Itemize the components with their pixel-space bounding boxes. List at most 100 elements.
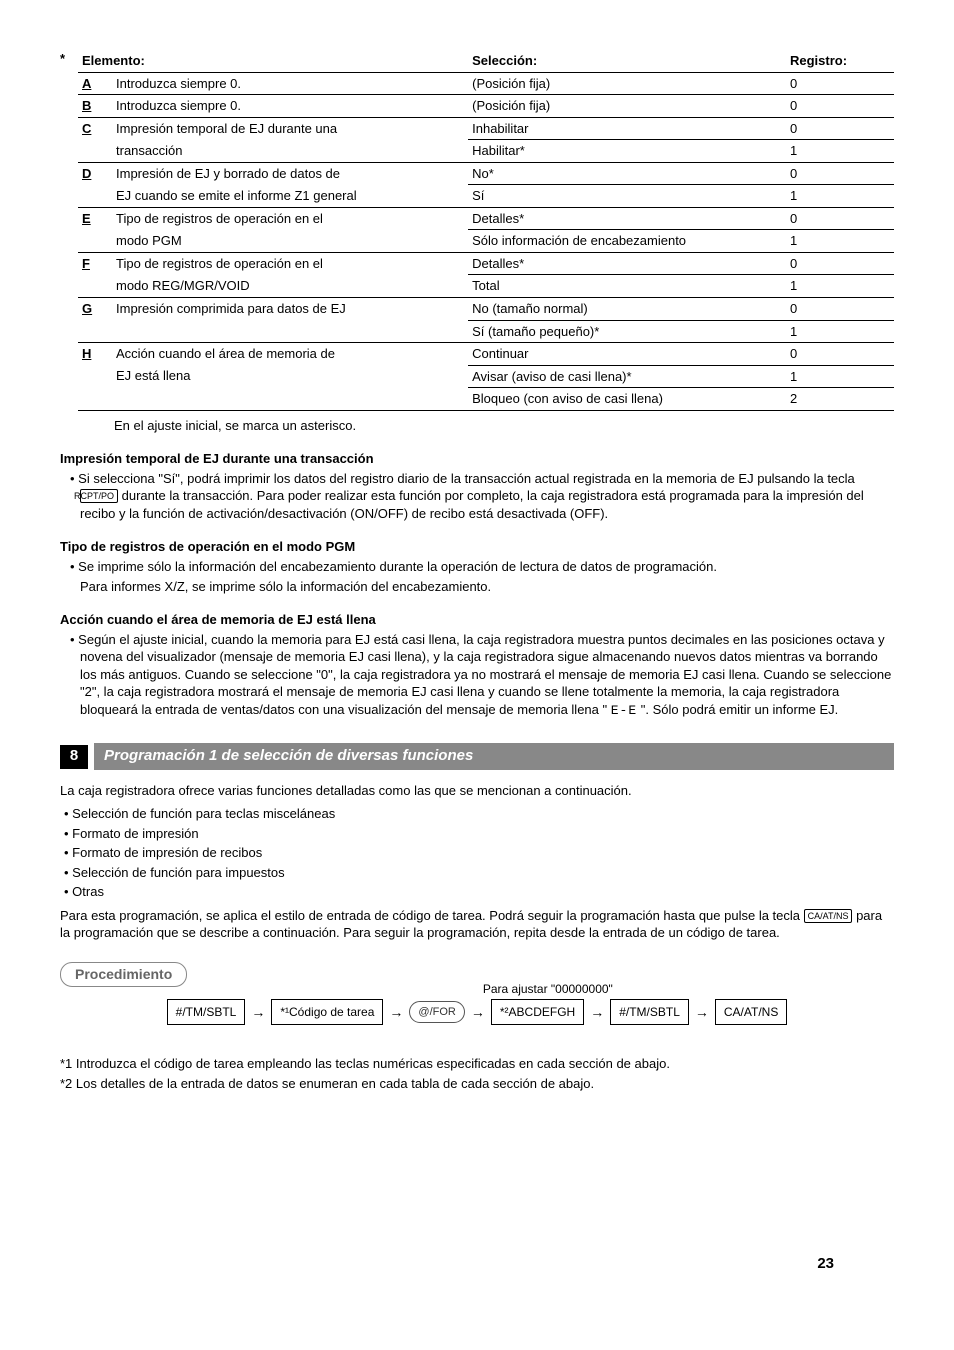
table-item: Impresión de EJ y borrado de datos de — [112, 162, 468, 185]
table-item — [112, 320, 468, 343]
table-registro: 1 — [786, 185, 894, 208]
table-letter: G — [78, 298, 112, 321]
bullet-pgm-1: • Se imprime sólo la información del enc… — [70, 558, 894, 576]
flow-note: Para ajustar "00000000" — [483, 981, 613, 997]
list-item: • Selección de función para impuestos — [64, 864, 894, 882]
table-registro: 0 — [786, 72, 894, 95]
bullet-ej-temp: • Si selecciona "Sí", podrá imprimir los… — [70, 470, 894, 523]
table-letter: D — [78, 162, 112, 185]
procedure-label: Procedimiento — [60, 962, 187, 987]
list-item: • Formato de impresión — [64, 825, 894, 843]
table-registro: 0 — [786, 162, 894, 185]
table-letter: F — [78, 252, 112, 275]
table-item: Acción cuando el área de memoria de — [112, 343, 468, 366]
table-item: modo PGM — [112, 230, 468, 253]
arrow-icon: → — [590, 1003, 604, 1022]
table-registro: 1 — [786, 320, 894, 343]
table-selection: Detalles* — [468, 252, 786, 275]
table-letter: A — [78, 72, 112, 95]
table-registro: 0 — [786, 252, 894, 275]
flow-diagram: #/TM/SBTL → *¹Código de tarea → @/FOR → … — [60, 999, 894, 1025]
flow-box-4-wrap: Para ajustar "00000000" *²ABCDEFGH — [491, 999, 584, 1025]
subheading-pgm: Tipo de registros de operación en el mod… — [60, 538, 894, 556]
table-letter: E — [78, 207, 112, 230]
th-seleccion: Selección: — [468, 50, 786, 72]
settings-table: Elemento: Selección: Registro: AIntroduz… — [78, 50, 894, 411]
text: ". Sólo podrá emitir un informe EJ. — [637, 702, 838, 717]
table-registro: 0 — [786, 298, 894, 321]
table-registro: 1 — [786, 275, 894, 298]
table-letter — [78, 275, 112, 298]
table-selection: (Posición fija) — [468, 95, 786, 118]
rcptpo-key-icon: RCPT/PO — [80, 489, 118, 503]
table-wrapper: * Elemento: Selección: Registro: AIntrod… — [60, 50, 894, 434]
text: durante la transacción. Para poder reali… — [80, 488, 864, 521]
table-registro: 0 — [786, 95, 894, 118]
flow-box-1: #/TM/SBTL — [167, 999, 246, 1025]
flow-box-2: *¹Código de tarea — [271, 999, 383, 1025]
list-item: • Otras — [64, 883, 894, 901]
list-item: • Selección de función para teclas misce… — [64, 805, 894, 823]
table-registro: 1 — [786, 140, 894, 163]
footnote-2: *2 Los detalles de la entrada de datos s… — [60, 1075, 894, 1093]
table-item: Impresión temporal de EJ durante una — [112, 117, 468, 140]
arrow-icon: → — [389, 1003, 403, 1022]
flow-row: #/TM/SBTL → *¹Código de tarea → @/FOR → … — [60, 999, 894, 1025]
seg-display-icon: E-E — [611, 703, 637, 718]
table-footnote: En el ajuste inicial, se marca un asteri… — [114, 417, 894, 435]
table-item: modo REG/MGR/VOID — [112, 275, 468, 298]
flow-box-5: #/TM/SBTL — [610, 999, 689, 1025]
section8-intro: La caja registradora ofrece varias funci… — [60, 782, 894, 800]
table-registro: 1 — [786, 365, 894, 388]
bullet-mem: • Según el ajuste inicial, cuando la mem… — [70, 631, 894, 720]
section-title: Programación 1 de selección de diversas … — [94, 743, 894, 769]
arrow-icon: → — [695, 1003, 709, 1022]
table-selection: No (tamaño normal) — [468, 298, 786, 321]
section-bar: 8 Programación 1 de selección de diversa… — [60, 743, 894, 769]
th-elemento: Elemento: — [78, 50, 468, 72]
table-registro: 0 — [786, 343, 894, 366]
table-item: Tipo de registros de operación en el — [112, 252, 468, 275]
table-selection: Detalles* — [468, 207, 786, 230]
table-registro: 2 — [786, 388, 894, 411]
table-selection: Inhabilitar — [468, 117, 786, 140]
section8-list: • Selección de función para teclas misce… — [64, 805, 894, 901]
table-letter — [78, 140, 112, 163]
subheading-ej-temp: Impresión temporal de EJ durante una tra… — [60, 450, 894, 468]
table-selection: Habilitar* — [468, 140, 786, 163]
asterisk: * — [60, 50, 78, 434]
section-number: 8 — [60, 745, 88, 769]
table-letter: C — [78, 117, 112, 140]
table-item — [112, 388, 468, 411]
section8-para: Para esta programación, se aplica el est… — [60, 907, 894, 942]
table-letter — [78, 185, 112, 208]
table-item: Tipo de registros de operación en el — [112, 207, 468, 230]
table-selection: Sí (tamaño pequeño)* — [468, 320, 786, 343]
block-pgm: • Se imprime sólo la información del enc… — [70, 558, 894, 595]
block-mem: • Según el ajuste inicial, cuando la mem… — [70, 631, 894, 720]
table-item: EJ cuando se emite el informe Z1 general — [112, 185, 468, 208]
table-letter: H — [78, 343, 112, 366]
arrow-icon: → — [251, 1003, 265, 1022]
table-selection: Continuar — [468, 343, 786, 366]
flow-oval: @/FOR — [409, 1001, 464, 1024]
caatns-key-icon: CA/AT/NS — [804, 909, 853, 923]
table-registro: 0 — [786, 117, 894, 140]
flow-box-4: *²ABCDEFGH — [491, 999, 584, 1025]
table-item: Impresión comprimida para datos de EJ — [112, 298, 468, 321]
page: * Elemento: Selección: Registro: AIntrod… — [60, 50, 894, 1310]
table-item: Introduzca siempre 0. — [112, 95, 468, 118]
table-registro: 1 — [786, 230, 894, 253]
table-letter — [78, 230, 112, 253]
block-ej-temp: • Si selecciona "Sí", podrá imprimir los… — [70, 470, 894, 523]
table-selection: No* — [468, 162, 786, 185]
table-selection: Avisar (aviso de casi llena)* — [468, 365, 786, 388]
table-letter — [78, 320, 112, 343]
table-letter — [78, 388, 112, 411]
table-selection: (Posición fija) — [468, 72, 786, 95]
table-item: transacción — [112, 140, 468, 163]
th-registro: Registro: — [786, 50, 894, 72]
arrow-icon: → — [471, 1003, 485, 1022]
list-item: • Formato de impresión de recibos — [64, 844, 894, 862]
table-selection: Total — [468, 275, 786, 298]
